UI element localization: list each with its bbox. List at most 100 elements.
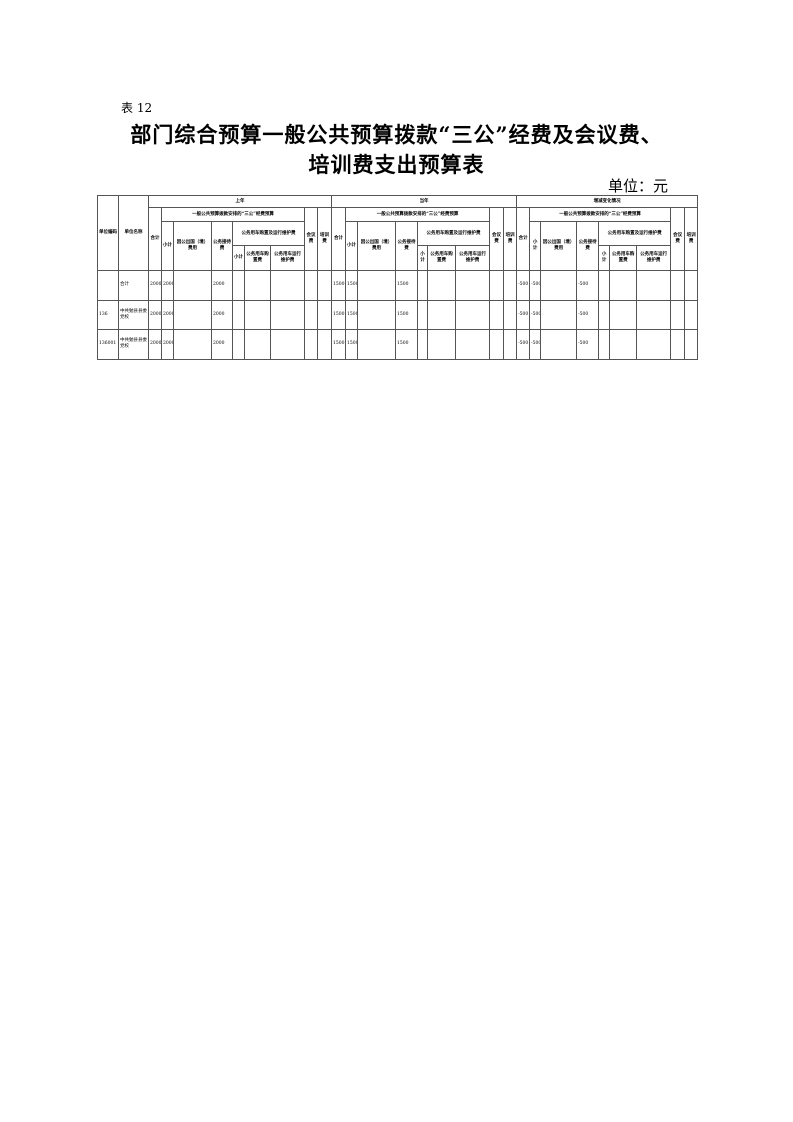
header-reception: 公务接待费 <box>211 221 233 271</box>
diff-value-cell <box>598 270 611 301</box>
cur-value-cell <box>503 329 518 360</box>
prev-value-cell: 2000 <box>211 270 233 301</box>
prev-value-cell <box>316 329 333 360</box>
header-vehicle: 公务用车购置及运行维护费 <box>598 221 672 246</box>
cur-value-cell <box>455 299 491 330</box>
cur-value-cell <box>489 270 505 301</box>
header-subtotal: 小计 <box>161 221 174 271</box>
header-group: 当年 <box>331 195 518 208</box>
diff-value-cell <box>636 299 672 330</box>
page-title-line2: 培训费支出预算表 <box>308 152 485 177</box>
diff-value-cell: -500 <box>516 299 531 330</box>
diff-value-cell <box>609 270 638 301</box>
prev-value-cell <box>270 270 305 301</box>
cur-value-cell <box>503 299 518 330</box>
header-vehicle: 公务用车购置及运行维护费 <box>232 221 305 246</box>
diff-value-cell <box>670 299 686 330</box>
diff-value-cell <box>684 329 699 360</box>
cur-value-cell: 1500 <box>331 270 347 301</box>
prev-value-cell <box>316 270 333 301</box>
prev-value-cell <box>173 329 212 360</box>
cur-value-cell <box>357 270 397 301</box>
diff-value-cell <box>609 299 638 330</box>
page-title: 部门综合预算一般公共预算拨款“三公”经费及会议费、 <box>130 122 663 147</box>
prev-value-cell: 2000 <box>161 299 174 330</box>
budget-table: 单位编码 单位名称 上年 当年 增减变化情况 合计 一般公共预算拨款安排的“三公”经费预算会… <box>97 195 699 360</box>
prev-value-cell <box>244 329 271 360</box>
header-subtotal: 小计 <box>345 221 359 271</box>
prev-value-cell <box>173 270 212 301</box>
header-subtotal: 小计 <box>529 221 542 271</box>
prev-value-cell: 2000 <box>211 329 233 360</box>
cur-value-cell <box>427 299 457 330</box>
header-group: 增减变化情况 <box>516 195 699 208</box>
header-abroad: 因公出国（境）费用 <box>357 221 397 271</box>
diff-value-cell <box>670 270 686 301</box>
cur-value-cell <box>455 329 491 360</box>
diff-value-cell <box>636 329 672 360</box>
diff-value-cell: -500 <box>576 329 600 360</box>
header-vehicle-purchase: 公务用车购置费 <box>244 245 271 271</box>
cur-value-cell: 1500 <box>395 329 419 360</box>
header-sangong: 一般公共预算拨款安排的“三公”经费预算 <box>345 207 491 222</box>
prev-value-cell: 2000 <box>148 270 162 301</box>
diff-value-cell: -500 <box>516 270 531 301</box>
prev-value-cell <box>304 270 318 301</box>
diff-value-cell <box>670 329 686 360</box>
cur-value-cell: 1500 <box>345 299 359 330</box>
header-vehicle-operation: 公务用车运行维护费 <box>270 245 305 271</box>
table-row: 136001 中共勉县县委党校 2000 2000 2000 1500 1500 1500 -5… <box>97 329 699 360</box>
cur-value-cell <box>357 299 397 330</box>
header-vehicle: 公务用车购置及运行维护费 <box>417 221 491 246</box>
unit-label: 单位：元 <box>608 177 669 195</box>
unit-code-cell: 136 <box>97 299 119 330</box>
header-reception: 公务接待费 <box>576 221 600 271</box>
prev-value-cell <box>270 299 305 330</box>
table-row: 合计 一般公共预算拨款安排的“三公”经费预算 会议费 培训费 合计 一般公共预算拨款安排的… <box>98 207 699 271</box>
prev-value-cell <box>270 329 305 360</box>
cur-value-cell <box>427 270 457 301</box>
diff-value-cell: -500 <box>516 329 531 360</box>
diff-value-cell: -500 <box>529 329 542 360</box>
header-vehicle-operation: 公务用车运行维护费 <box>455 245 491 271</box>
header-training: 培训费 <box>684 207 699 271</box>
header-vehicle-purchase: 公务用车购置费 <box>609 245 638 271</box>
diff-value-cell <box>540 299 578 330</box>
unit-name-cell: 中共勉县县委党校 <box>118 299 149 330</box>
header-unit-code: 单位编码 <box>97 195 119 271</box>
unit-code-cell: 136001 <box>97 329 119 360</box>
header-sangong: 一般公共预算拨款安排的“三公”经费预算 <box>529 207 672 222</box>
cur-value-cell <box>489 299 505 330</box>
header-total: 合计 <box>331 207 347 271</box>
header-meeting: 会议费 <box>670 207 686 271</box>
cur-value-cell: 1500 <box>331 299 347 330</box>
table-number-label: 表 12 <box>121 101 153 115</box>
cur-value-cell <box>417 270 429 301</box>
prev-value-cell <box>232 299 245 330</box>
header-abroad: 因公出国（境）费用 <box>540 221 578 271</box>
cur-value-cell <box>417 299 429 330</box>
diff-value-cell: -500 <box>576 299 600 330</box>
diff-value-cell <box>609 329 638 360</box>
header-training: 培训费 <box>316 207 333 271</box>
prev-value-cell: 2000 <box>148 329 162 360</box>
cur-value-cell <box>417 329 429 360</box>
header-total: 合计 <box>516 207 531 271</box>
prev-value-cell: 2000 <box>161 270 174 301</box>
header-vehicle-operation: 公务用车运行维护费 <box>636 245 672 271</box>
header-reception: 公务接待费 <box>395 221 419 271</box>
prev-value-cell <box>232 329 245 360</box>
table-row: 小计 公务用车购置费 公务用车运行维护费 小计 公务用车购置费 公务用车运行维护费 小计 公务… <box>98 245 698 271</box>
prev-value-cell: 2000 <box>148 299 162 330</box>
prev-value-cell <box>232 270 245 301</box>
unit-code-cell <box>97 270 119 301</box>
table-row: 合计 2000 2000 2000 1500 1500 1500 -500 -500 -500 <box>97 270 699 301</box>
header-meeting: 会议费 <box>489 207 505 271</box>
header-meeting: 会议费 <box>304 207 318 271</box>
prev-value-cell <box>244 270 271 301</box>
prev-value-cell <box>304 329 318 360</box>
cur-value-cell <box>455 270 491 301</box>
header-sangong: 一般公共预算拨款安排的“三公”经费预算 <box>161 207 305 222</box>
diff-value-cell <box>540 270 578 301</box>
header-training: 培训费 <box>503 207 518 271</box>
